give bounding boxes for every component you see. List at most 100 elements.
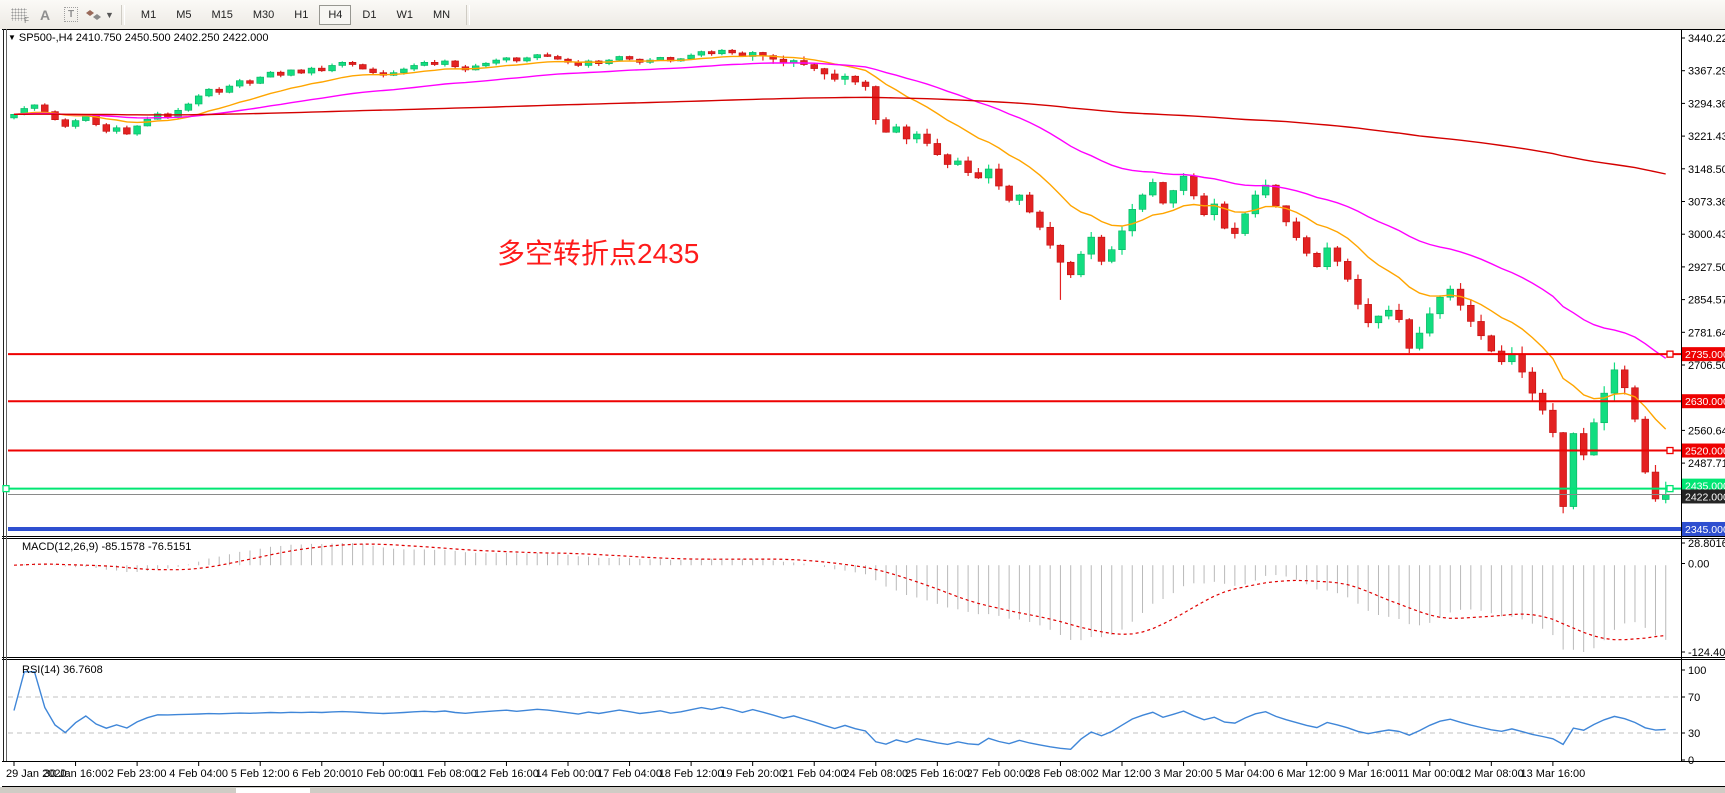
candle-body — [174, 109, 182, 118]
date-label: 14 Feb 00:00 — [536, 768, 601, 780]
candle-body — [974, 172, 983, 179]
text-label-tool-button[interactable]: T — [59, 4, 83, 26]
candle-body — [369, 68, 377, 73]
medium-ma-line — [13, 62, 1667, 359]
price-badge-label: 2422.000 — [1685, 491, 1725, 503]
macd-axis[interactable]: 28.8016 0.00 -124.4011 — [1681, 538, 1725, 659]
candle-body — [1128, 209, 1136, 232]
price-axis[interactable]: 3440.220 3367.290 3294.360 3221.430 3148.500… — [1681, 33, 1725, 536]
price-badge — [1682, 443, 1725, 458]
candle-body — [923, 133, 931, 144]
text-tool-button[interactable]: A — [33, 4, 57, 26]
timeframe-button-W1[interactable]: W1 — [387, 5, 422, 25]
candle-body — [554, 56, 562, 60]
timeframe-button-D1[interactable]: D1 — [353, 5, 385, 25]
rsi-axis-label: 70 — [1688, 692, 1700, 704]
price-label: 3148.500 — [1688, 164, 1725, 176]
date-label: 2 Mar 12:00 — [1093, 768, 1152, 780]
panel-frame — [2, 29, 1725, 787]
timeframe-button-H1[interactable]: H1 — [285, 5, 317, 25]
candle-body — [338, 62, 346, 66]
date-label: 25 Feb 16:00 — [905, 768, 970, 780]
timeframe-button-H4[interactable]: H4 — [319, 4, 352, 25]
candle-body — [1046, 226, 1054, 246]
candle-body — [513, 57, 521, 62]
candle-body — [861, 81, 870, 87]
candle-body — [1528, 371, 1537, 394]
price-label: 3440.220 — [1688, 33, 1725, 45]
candle-body — [1210, 203, 1219, 216]
letter-a-icon: A — [39, 6, 51, 23]
timeframe-button-M15[interactable]: M15 — [202, 5, 241, 25]
candle-body — [902, 126, 911, 140]
price-badge — [1682, 347, 1725, 362]
candle-body — [266, 71, 275, 78]
candle-body — [1559, 432, 1567, 507]
price-badge — [1682, 489, 1725, 504]
candle-body — [1600, 392, 1608, 424]
date-label: 11 Feb 08:00 — [413, 768, 477, 780]
candle-body — [1395, 309, 1403, 320]
indicator-grid-icon[interactable]: F — [7, 4, 31, 26]
candle-body — [964, 160, 972, 173]
candle-body — [277, 71, 285, 76]
candle-body — [656, 57, 665, 61]
chart-background — [0, 29, 1725, 786]
rsi-line — [13, 671, 1666, 751]
hline-handle[interactable] — [1666, 446, 1674, 455]
hline-handle[interactable] — [1666, 350, 1674, 358]
candle-body — [1446, 288, 1454, 298]
candle-body — [1077, 253, 1085, 276]
date-label: 11 Mar 00:00 — [1398, 768, 1462, 780]
candle-body — [1364, 304, 1372, 324]
arrows-tool-button[interactable]: ▼ — [85, 4, 114, 26]
candle-body — [430, 62, 439, 65]
candle-body — [584, 60, 593, 66]
candle-body — [1302, 237, 1311, 254]
rsi-axis[interactable]: 100 70 30 0 — [1681, 665, 1706, 767]
candle-body — [1138, 194, 1147, 210]
macd-signal-line — [13, 543, 1666, 641]
price-label: 2560.640 — [1688, 425, 1725, 437]
hline-objects-layer — [2, 350, 1681, 531]
timeframe-button-M30[interactable]: M30 — [244, 5, 283, 25]
candle-body — [1169, 190, 1177, 204]
price-badge — [1682, 478, 1725, 493]
candle-body — [1067, 261, 1075, 276]
candle-body — [1579, 433, 1588, 456]
chart-dropdown-icon[interactable]: ▼ — [8, 33, 16, 42]
candle-body — [533, 54, 541, 59]
candle-body — [1415, 332, 1424, 349]
timeframe-button-M5[interactable]: M5 — [167, 5, 200, 25]
candle-body — [1323, 247, 1331, 268]
slow-ma-line — [14, 96, 1666, 175]
chart-text-annotation[interactable]: 多空转折点2435 — [497, 238, 700, 269]
chart-title: ▼ SP500-,H4 2410.750 2450.500 2402.250 24… — [8, 32, 268, 44]
candle-body — [892, 126, 900, 133]
price-label: 2487.710 — [1688, 458, 1725, 470]
candle-body — [256, 76, 264, 84]
candle-body — [1426, 313, 1434, 334]
price-label: 2854.570 — [1688, 295, 1725, 307]
candle-body — [728, 49, 736, 54]
candle-body — [1518, 353, 1526, 373]
rsi-axis-label: 0 — [1688, 755, 1694, 767]
candle-body — [1241, 213, 1249, 234]
price-label: 2927.500 — [1688, 262, 1725, 274]
double-arrow-icon — [86, 9, 101, 20]
candle-body — [1385, 309, 1393, 317]
price-label: 3221.430 — [1688, 131, 1725, 143]
price-badge — [1682, 394, 1725, 409]
hline-handle[interactable] — [2, 484, 10, 493]
candle-body — [184, 103, 193, 111]
timeframe-button-M1[interactable]: M1 — [132, 5, 165, 25]
macd-axis-label: 28.8016 — [1688, 538, 1725, 550]
candle-body — [1005, 185, 1013, 201]
hline-handle[interactable] — [1666, 484, 1674, 493]
timeframe-button-MN[interactable]: MN — [424, 5, 459, 25]
candle-body — [492, 59, 500, 64]
candle-body — [1621, 369, 1629, 389]
candle-body — [1549, 409, 1557, 433]
